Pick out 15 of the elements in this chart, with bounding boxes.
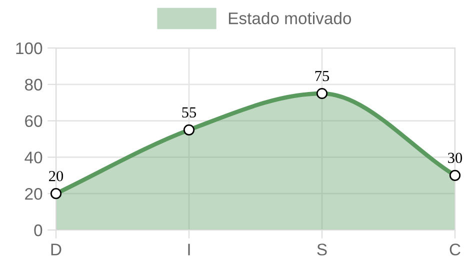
data-label: 75 <box>315 70 330 82</box>
x-tick-label: C <box>450 244 460 256</box>
y-tick-label: 40 <box>24 152 42 164</box>
x-tick-label: D <box>51 244 62 256</box>
y-tick-label: 60 <box>25 115 42 128</box>
y-tick-label: 20 <box>25 188 42 200</box>
y-tick-label: 100 <box>16 42 42 54</box>
x-tick-label: I <box>188 244 190 256</box>
data-label: 30 <box>448 152 462 164</box>
data-label: 20 <box>49 170 64 182</box>
y-tick-label: 0 <box>34 224 42 236</box>
data-label: 55 <box>182 107 196 118</box>
legend-label: Estado motivado <box>228 12 352 24</box>
y-tick-label: 80 <box>24 78 42 91</box>
x-tick-label: S <box>317 244 327 256</box>
